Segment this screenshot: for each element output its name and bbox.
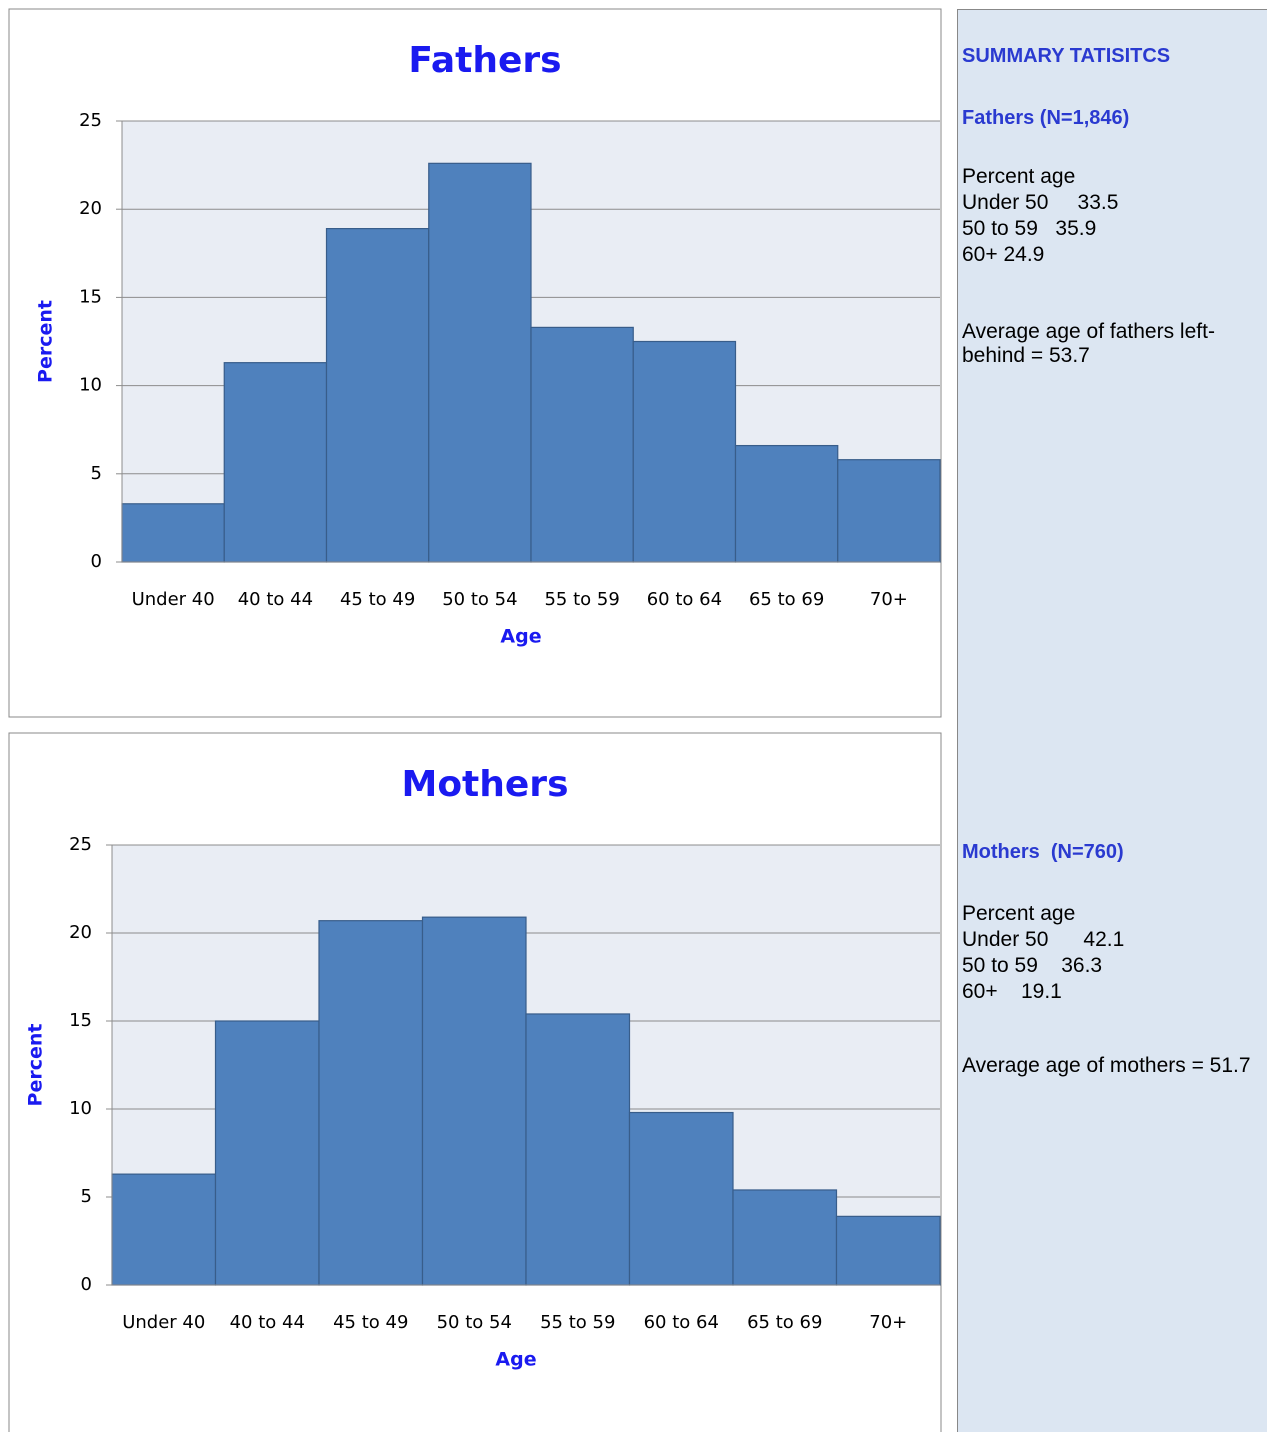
bar — [223, 362, 328, 563]
summary-line: 60+ 19.1 — [962, 980, 1062, 1003]
x-tick-label: 70+ — [870, 589, 908, 610]
y-tick-label: 15 — [79, 286, 102, 307]
x-tick-label: 45 to 49 — [333, 1312, 408, 1333]
summary-line: 50 to 59 36.3 — [962, 954, 1103, 977]
x-tick-label: 45 to 49 — [340, 589, 415, 610]
y-tick-label: 5 — [81, 1186, 92, 1207]
y-axis-label: Percent — [25, 1024, 47, 1107]
bar — [530, 326, 634, 563]
x-tick-label: Under 40 — [122, 1312, 205, 1333]
bar — [628, 1111, 734, 1286]
summary-note: Average age of fathers left-behind = 53.… — [962, 320, 1215, 367]
bar — [325, 228, 430, 563]
y-tick-label: 15 — [69, 1010, 92, 1031]
x-tick-label: 50 to 54 — [442, 589, 517, 610]
bar — [214, 1020, 320, 1286]
x-tick-label: 40 to 44 — [238, 589, 313, 610]
summary-line: Percent age — [962, 165, 1076, 188]
bar — [318, 920, 424, 1286]
section-heading: Fathers (N=1,846) — [962, 107, 1130, 129]
x-tick-label: 55 to 59 — [544, 589, 619, 610]
x-tick-label: 60 to 64 — [647, 589, 722, 610]
x-tick-label: 55 to 59 — [540, 1312, 615, 1333]
x-axis-label: Age — [495, 1349, 536, 1371]
section-heading: Mothers (N=760) — [962, 841, 1124, 863]
bar — [111, 1173, 217, 1286]
x-tick-label: 60 to 64 — [644, 1312, 719, 1333]
y-tick-label: 20 — [79, 198, 102, 219]
y-tick-label: 25 — [79, 110, 102, 131]
y-tick-label: 25 — [69, 834, 92, 855]
y-axis-label: Percent — [35, 300, 57, 383]
bar — [732, 1189, 838, 1286]
summary-line: Under 50 33.5 — [962, 191, 1119, 214]
bar — [632, 340, 737, 563]
summary-title: SUMMARY TATISITCS — [962, 45, 1171, 67]
x-axis-label: Age — [500, 626, 541, 648]
bar — [428, 162, 532, 563]
summary-line: 60+ 24.9 — [962, 243, 1045, 266]
x-tick-label: 40 to 44 — [230, 1312, 305, 1333]
bar — [835, 1215, 941, 1286]
bar — [421, 916, 527, 1286]
summary-panel: SUMMARY TATISITCS Fathers (N=1,846) Perc… — [957, 9, 1267, 1432]
x-tick-label: 50 to 54 — [437, 1312, 512, 1333]
bar — [734, 444, 839, 563]
y-tick-label: 10 — [69, 1098, 92, 1119]
y-tick-label: 0 — [81, 1274, 92, 1295]
y-tick-label: 10 — [79, 375, 102, 396]
y-tick-label: 5 — [91, 463, 102, 484]
chart-title: Fathers — [408, 40, 561, 81]
summary-line: Percent age — [962, 902, 1076, 925]
bar — [121, 503, 225, 563]
summary-line: 50 to 59 35.9 — [962, 217, 1097, 240]
x-tick-label: 70+ — [869, 1312, 907, 1333]
x-tick-label: 65 to 69 — [749, 589, 824, 610]
summary-note: Average age of mothers = 51.7 — [962, 1054, 1251, 1077]
y-tick-label: 20 — [69, 922, 92, 943]
x-tick-label: 65 to 69 — [747, 1312, 822, 1333]
bar — [525, 1013, 631, 1286]
x-tick-label: Under 40 — [132, 589, 215, 610]
charts: Fathers 0 5 10 15 20 25 Under 40 40 to 44 45 to 4… — [8, 8, 942, 1432]
bar — [837, 459, 941, 563]
summary-line: Under 50 42.1 — [962, 928, 1125, 951]
chart-title: Mothers — [402, 764, 569, 805]
y-tick-label: 0 — [91, 551, 102, 572]
